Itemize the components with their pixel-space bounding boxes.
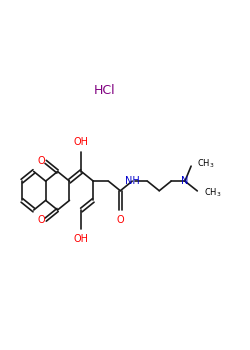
Text: O: O (116, 215, 124, 225)
Text: OH: OH (74, 137, 89, 147)
Text: N: N (181, 176, 188, 186)
Text: OH: OH (74, 234, 89, 244)
Text: CH$_3$: CH$_3$ (204, 187, 221, 199)
Text: NH: NH (125, 176, 140, 186)
Text: O: O (37, 215, 45, 225)
Text: CH$_3$: CH$_3$ (197, 157, 215, 169)
Text: O: O (37, 156, 45, 166)
Text: HCl: HCl (94, 84, 116, 98)
